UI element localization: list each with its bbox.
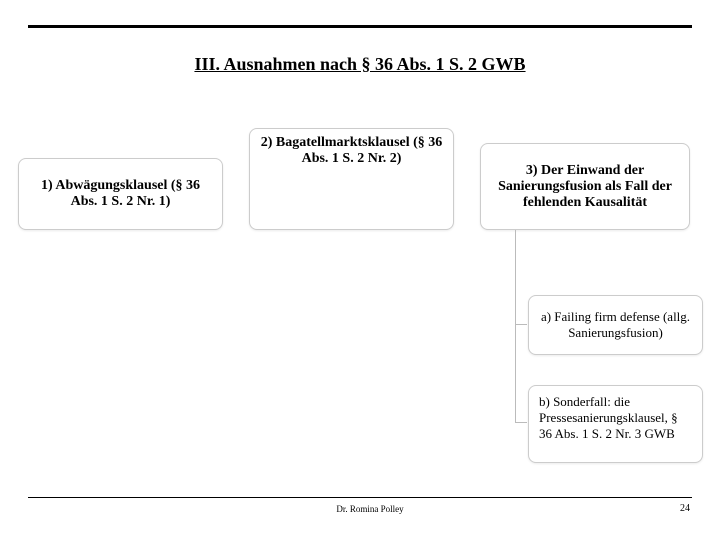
box-sanierung: 3) Der Einwand der Sanierungsfusion als …	[480, 143, 690, 230]
footer-page-number: 24	[680, 503, 690, 514]
box-bagatell-label: 2) Bagatellmarktsklausel (§ 36 Abs. 1 S.…	[260, 135, 443, 167]
connector-to-a	[515, 324, 527, 325]
footer-author: Dr. Romina Polley	[300, 504, 440, 514]
box-presse: b) Sonderfall: die Pressesanierungsklaus…	[528, 385, 703, 463]
connector-to-b	[515, 422, 527, 423]
box-abwaegung-label: 1) Abwägungsklausel (§ 36 Abs. 1 S. 2 Nr…	[29, 178, 212, 210]
top-rule	[28, 25, 692, 28]
box-presse-label: b) Sonderfall: die Pressesanierungsklaus…	[539, 394, 692, 442]
box-sanierung-label: 3) Der Einwand der Sanierungsfusion als …	[491, 163, 679, 211]
box-bagatell: 2) Bagatellmarktsklausel (§ 36 Abs. 1 S.…	[249, 128, 454, 230]
box-abwaegung: 1) Abwägungsklausel (§ 36 Abs. 1 S. 2 Nr…	[18, 158, 223, 230]
box-failing-firm: a) Failing firm defense (allg. Sanierung…	[528, 295, 703, 355]
connector-trunk	[515, 230, 516, 422]
box-failing-firm-label: a) Failing firm defense (allg. Sanierung…	[539, 309, 692, 341]
slide-title: III. Ausnahmen nach § 36 Abs. 1 S. 2 GWB	[0, 54, 720, 75]
footer-rule	[28, 497, 692, 498]
